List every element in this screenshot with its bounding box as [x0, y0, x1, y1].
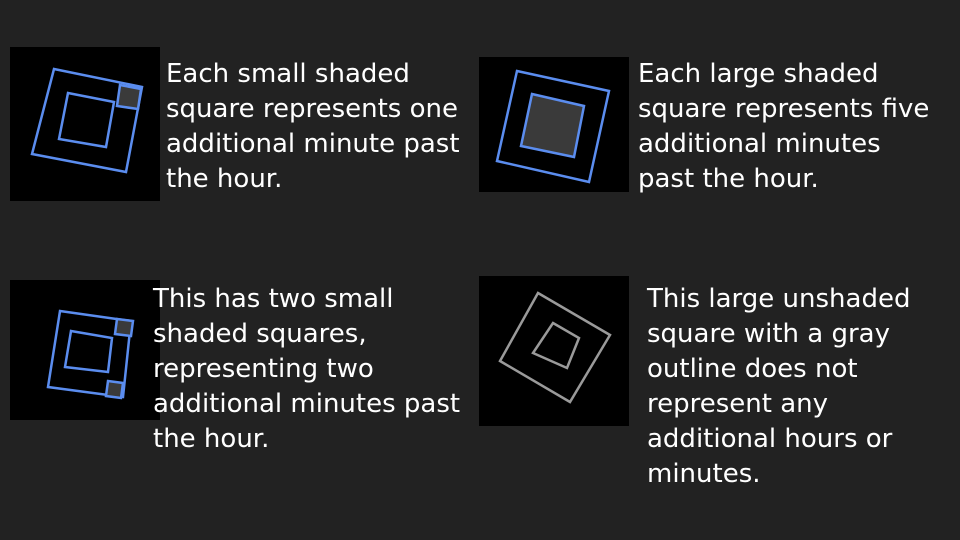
outer-square	[495, 69, 611, 184]
inner-square	[63, 329, 114, 374]
large-unshaded-gray-square-panel	[479, 276, 629, 426]
inner-square	[531, 321, 581, 370]
large-shaded-square	[519, 92, 586, 159]
small-shaded-square-panel	[10, 47, 160, 201]
small-shaded-square-bottom	[104, 379, 125, 400]
outer-square	[498, 291, 612, 404]
large-unshaded-gray-square-icon	[498, 291, 612, 404]
two-small-shaded-squares-icon	[46, 309, 135, 400]
small-shaded-square	[115, 83, 143, 111]
small-shaded-square-icon	[30, 67, 144, 174]
two-small-shaded-squares-panel	[10, 280, 160, 420]
large-unshaded-gray-square-caption: This large unshaded square with a gray o…	[647, 284, 911, 489]
large-shaded-square-icon	[495, 69, 611, 184]
small-shaded-square-top	[113, 317, 135, 338]
outer-square	[30, 67, 144, 174]
large-shaded-square-panel	[479, 57, 629, 192]
inner-square	[57, 91, 116, 149]
small-shaded-square-caption: Each small shaded square represents one …	[166, 59, 460, 194]
outer-square	[46, 309, 133, 399]
large-shaded-square-caption: Each large shaded square represents five…	[638, 59, 930, 194]
two-small-shaded-squares-caption: This has two small shaded squares, repre…	[153, 284, 461, 454]
